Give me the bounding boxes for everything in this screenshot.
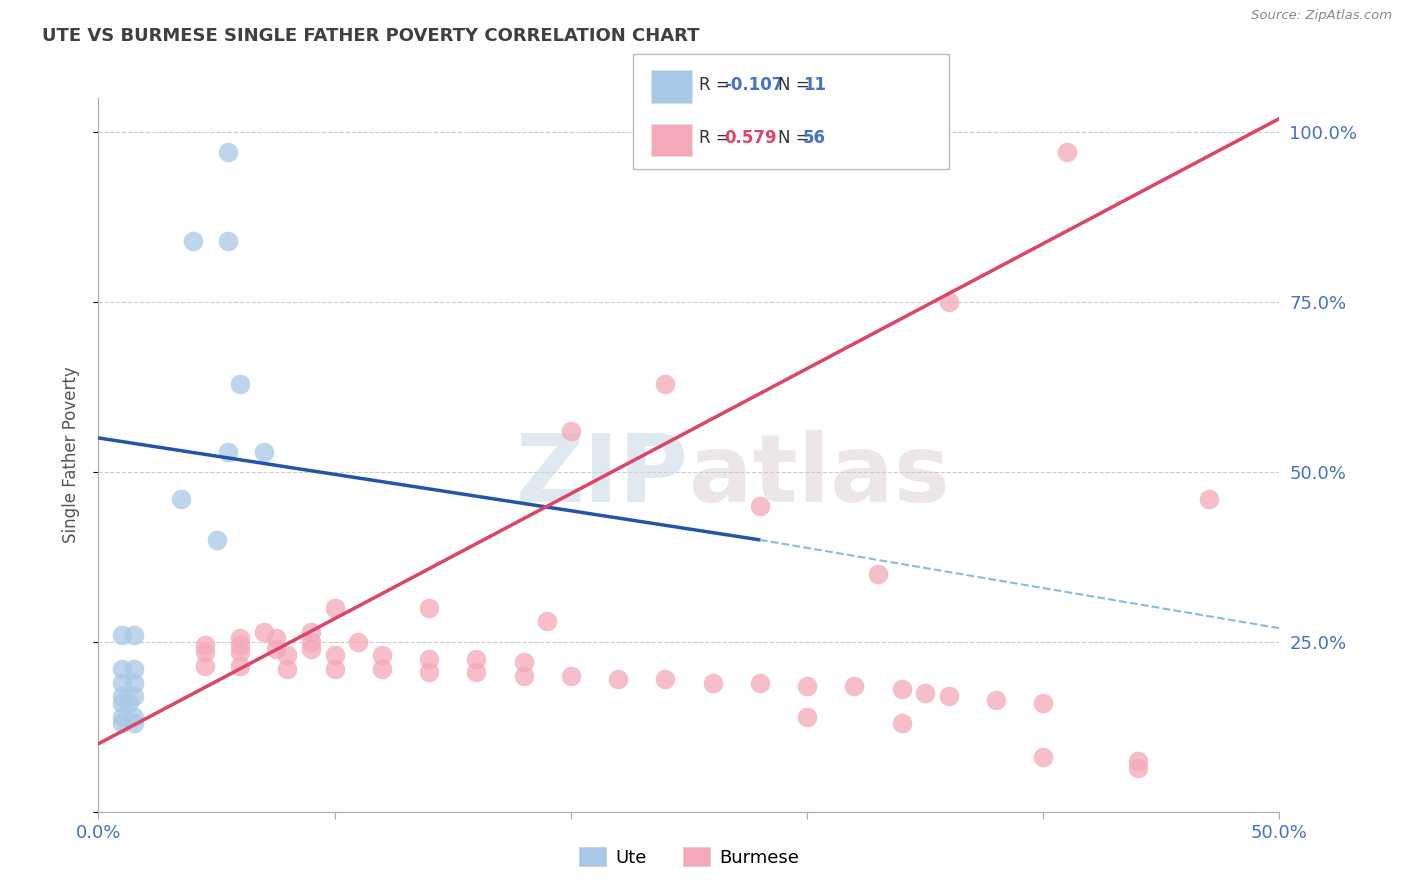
Point — [122, 689, 145, 703]
Y-axis label: Single Father Poverty: Single Father Poverty — [62, 367, 80, 543]
Point — [194, 645, 217, 659]
Point — [418, 600, 440, 615]
Point — [111, 716, 134, 731]
Text: Source: ZipAtlas.com: Source: ZipAtlas.com — [1251, 9, 1392, 22]
Point — [914, 686, 936, 700]
Point — [253, 444, 276, 458]
Point — [217, 145, 239, 160]
Point — [299, 635, 322, 649]
Point — [111, 628, 134, 642]
Point — [1056, 145, 1078, 160]
Point — [205, 533, 228, 547]
Point — [654, 672, 676, 686]
Point — [276, 648, 298, 663]
Point — [796, 679, 818, 693]
Point — [299, 624, 322, 639]
Point — [264, 641, 287, 656]
Point — [796, 709, 818, 723]
Point — [607, 672, 630, 686]
Point — [194, 658, 217, 673]
Point — [1032, 750, 1054, 764]
Text: N =: N = — [778, 129, 814, 147]
Point — [229, 632, 252, 646]
Text: N =: N = — [778, 76, 814, 94]
Point — [181, 234, 204, 248]
Point — [748, 499, 770, 513]
Point — [890, 682, 912, 697]
Point — [371, 648, 394, 663]
Text: atlas: atlas — [689, 430, 950, 523]
Point — [111, 675, 134, 690]
Point — [323, 662, 346, 676]
Point — [323, 648, 346, 663]
Point — [512, 669, 534, 683]
Text: ZIP: ZIP — [516, 430, 689, 523]
Text: -0.107: -0.107 — [724, 76, 783, 94]
Point — [938, 689, 960, 703]
Point — [122, 675, 145, 690]
Text: UTE VS BURMESE SINGLE FATHER POVERTY CORRELATION CHART: UTE VS BURMESE SINGLE FATHER POVERTY COR… — [42, 27, 700, 45]
Point — [229, 376, 252, 391]
Legend: Ute, Burmese: Ute, Burmese — [572, 840, 806, 874]
Point — [748, 675, 770, 690]
Point — [299, 641, 322, 656]
Point — [347, 635, 370, 649]
Point — [418, 665, 440, 680]
Point — [122, 628, 145, 642]
Point — [229, 658, 252, 673]
Point — [1032, 696, 1054, 710]
Point — [844, 679, 866, 693]
Point — [118, 696, 141, 710]
Point — [111, 662, 134, 676]
Point — [465, 665, 488, 680]
Text: R =: R = — [699, 129, 735, 147]
Point — [253, 624, 276, 639]
Point — [866, 566, 889, 581]
Text: 56: 56 — [803, 129, 825, 147]
Point — [323, 600, 346, 615]
Point — [217, 444, 239, 458]
Point — [111, 709, 134, 723]
Point — [465, 652, 488, 666]
Point — [560, 424, 582, 438]
Point — [560, 669, 582, 683]
Point — [111, 696, 134, 710]
Point — [122, 716, 145, 731]
Point — [229, 638, 252, 652]
Point — [264, 632, 287, 646]
Point — [371, 662, 394, 676]
Point — [1126, 760, 1149, 774]
Text: R =: R = — [699, 76, 735, 94]
Point — [418, 652, 440, 666]
Point — [890, 716, 912, 731]
Text: 0.579: 0.579 — [724, 129, 776, 147]
Point — [938, 295, 960, 310]
Point — [512, 655, 534, 669]
Point — [217, 234, 239, 248]
Point — [276, 662, 298, 676]
Point — [984, 692, 1007, 706]
Point — [1126, 754, 1149, 768]
Point — [702, 675, 724, 690]
Text: 11: 11 — [803, 76, 825, 94]
Point — [170, 492, 193, 507]
Point — [1198, 492, 1220, 507]
Point — [194, 638, 217, 652]
Point — [122, 662, 145, 676]
Point — [914, 145, 936, 160]
Point — [111, 689, 134, 703]
Point — [654, 376, 676, 391]
Point — [229, 645, 252, 659]
Point — [536, 615, 558, 629]
Point — [122, 709, 145, 723]
